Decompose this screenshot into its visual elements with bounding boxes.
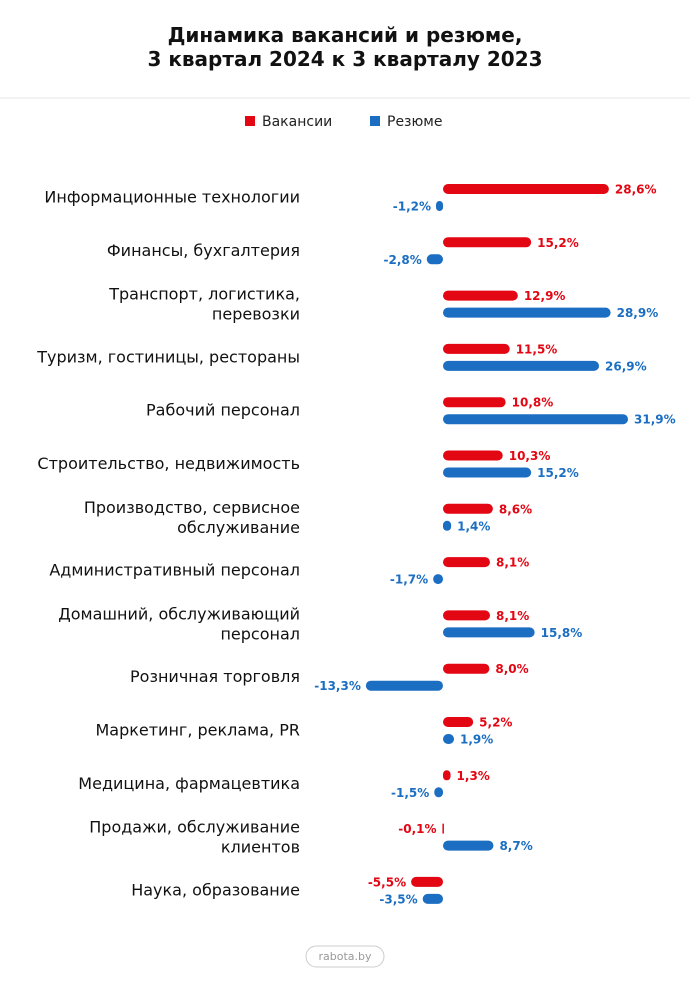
- value-label: -1,5%: [391, 786, 429, 800]
- bar: [443, 450, 503, 461]
- value-label: 5,2%: [479, 716, 512, 730]
- category-label: Маркетинг, реклама, PR: [95, 721, 300, 740]
- bar: [443, 237, 532, 248]
- bar: [443, 503, 493, 514]
- category-label: Туризм, гостиницы, рестораны: [36, 347, 300, 366]
- bar: [411, 876, 443, 887]
- category-label: Медицина, фармацевтика: [78, 774, 300, 793]
- bar: [443, 627, 535, 638]
- bar: [443, 717, 474, 727]
- value-label: -3,5%: [379, 892, 417, 906]
- value-label: 8,1%: [496, 609, 529, 623]
- category-label: Рабочий персонал: [146, 401, 300, 420]
- category-label: Информационные технологии: [44, 188, 300, 207]
- value-label: -1,2%: [393, 200, 431, 214]
- value-label: 15,2%: [537, 466, 579, 480]
- value-label: 31,9%: [634, 413, 676, 427]
- bar: [443, 343, 510, 354]
- chart-title: Динамика вакансий и резюме, 3 квартал 202…: [147, 23, 542, 71]
- bar: [443, 184, 609, 194]
- value-label: 1,4%: [457, 519, 490, 533]
- bar: [422, 893, 443, 904]
- value-label: 15,2%: [537, 236, 579, 250]
- value-label: 8,7%: [499, 839, 532, 853]
- value-label: -5,5%: [368, 875, 406, 889]
- category-label: Розничная торговля: [130, 667, 300, 686]
- value-label: -13,3%: [314, 679, 361, 693]
- value-label: 28,6%: [615, 183, 657, 197]
- bar: [443, 307, 611, 318]
- bar: [443, 663, 490, 674]
- bar: [443, 557, 490, 568]
- value-label: 11,5%: [516, 342, 558, 356]
- bar: [443, 520, 452, 531]
- bar: [436, 201, 443, 211]
- bar: [433, 574, 443, 585]
- value-label: -2,8%: [383, 253, 421, 267]
- bar: [443, 467, 532, 478]
- category-label: Строительство, недвижимость: [37, 454, 300, 473]
- value-label: 12,9%: [524, 289, 566, 303]
- category-label: Наука, образование: [131, 880, 300, 899]
- legend-label: Резюме: [387, 114, 442, 130]
- value-label: 26,9%: [605, 359, 647, 373]
- category-label: Домашний, обслуживающий персонал: [58, 604, 300, 643]
- value-label: 1,9%: [460, 733, 493, 747]
- bar: [443, 397, 506, 408]
- value-label: 1,3%: [457, 769, 490, 783]
- value-label: -1,7%: [390, 573, 428, 587]
- category-label: Финансы, бухгалтерия: [107, 241, 300, 260]
- bar: [443, 360, 600, 371]
- bar: [443, 610, 490, 621]
- bar: [365, 680, 443, 691]
- category-label: Административный персонал: [49, 561, 300, 580]
- source: rabota.by: [318, 950, 372, 963]
- value-label: 10,3%: [509, 449, 551, 463]
- category-label: Производство, сервисное обслуживание: [84, 497, 300, 536]
- value-label: 28,9%: [617, 306, 659, 320]
- legend-label: Вакансии: [262, 114, 332, 130]
- value-label: 10,8%: [512, 396, 554, 410]
- value-label: -0,1%: [398, 822, 436, 836]
- value-label: 15,8%: [541, 626, 583, 640]
- bar: [443, 770, 451, 781]
- bar: [434, 787, 443, 798]
- category-label: Транспорт, логистика, перевозки: [108, 284, 300, 323]
- bar: [443, 840, 494, 851]
- source-pill: [305, 945, 385, 968]
- value-label: 8,0%: [495, 662, 528, 676]
- legend-swatch: [245, 116, 255, 126]
- bar: [442, 823, 444, 834]
- bar: [443, 290, 518, 301]
- value-label: 8,1%: [496, 556, 529, 570]
- legend-swatch: [370, 116, 380, 126]
- category-label: Продажи, обслуживание клиентов: [89, 817, 300, 856]
- bar: [443, 734, 455, 744]
- bar: [443, 414, 629, 425]
- bar: [426, 254, 443, 265]
- value-label: 8,6%: [499, 502, 532, 516]
